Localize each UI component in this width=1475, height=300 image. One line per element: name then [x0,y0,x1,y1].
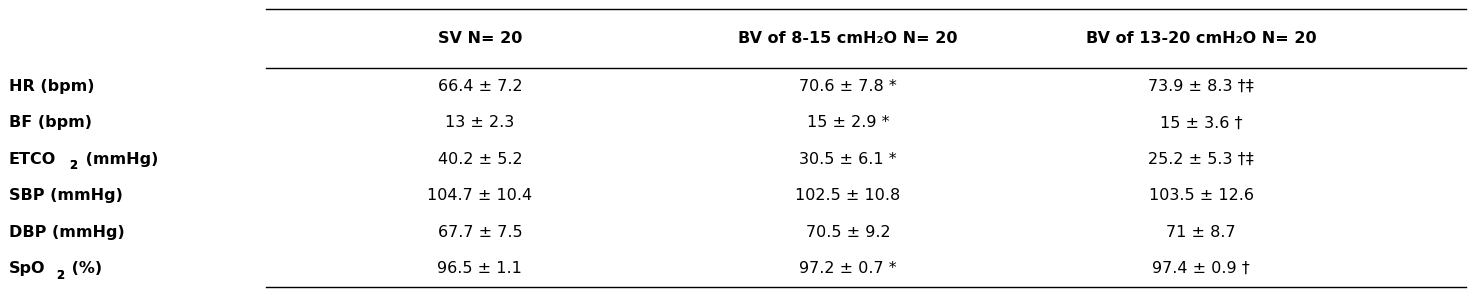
Text: 15 ± 2.9 *: 15 ± 2.9 * [807,116,889,130]
Text: SV N= 20: SV N= 20 [438,31,522,46]
Text: 67.7 ± 7.5: 67.7 ± 7.5 [438,225,522,240]
Text: 40.2 ± 5.2: 40.2 ± 5.2 [438,152,522,167]
Text: BV of 13-20 cmH₂O N= 20: BV of 13-20 cmH₂O N= 20 [1086,31,1317,46]
Text: 96.5 ± 1.1: 96.5 ± 1.1 [438,261,522,276]
Text: SpO: SpO [9,261,46,276]
Text: 97.2 ± 0.7 *: 97.2 ± 0.7 * [799,261,897,276]
Text: 25.2 ± 5.3 †‡: 25.2 ± 5.3 †‡ [1149,152,1254,167]
Text: 70.5 ± 9.2: 70.5 ± 9.2 [805,225,891,240]
Text: 103.5 ± 12.6: 103.5 ± 12.6 [1149,188,1254,203]
Text: 15 ± 3.6 †: 15 ± 3.6 † [1159,116,1242,130]
Text: ETCO: ETCO [9,152,56,167]
Text: SBP (mmHg): SBP (mmHg) [9,188,122,203]
Text: (%): (%) [66,261,102,276]
Text: 2: 2 [56,268,63,282]
Text: 70.6 ± 7.8 *: 70.6 ± 7.8 * [799,79,897,94]
Text: 13 ± 2.3: 13 ± 2.3 [445,116,515,130]
Text: BV of 8-15 cmH₂O N= 20: BV of 8-15 cmH₂O N= 20 [738,31,957,46]
Text: 104.7 ± 10.4: 104.7 ± 10.4 [428,188,532,203]
Text: DBP (mmHg): DBP (mmHg) [9,225,124,240]
Text: 66.4 ± 7.2: 66.4 ± 7.2 [438,79,522,94]
Text: 30.5 ± 6.1 *: 30.5 ± 6.1 * [799,152,897,167]
Text: 2: 2 [56,268,63,282]
Text: 97.4 ± 0.9 †: 97.4 ± 0.9 † [1152,261,1251,276]
Text: BF (bpm): BF (bpm) [9,116,91,130]
Text: 102.5 ± 10.8: 102.5 ± 10.8 [795,188,901,203]
Text: HR (bpm): HR (bpm) [9,79,94,94]
Text: 71 ± 8.7: 71 ± 8.7 [1167,225,1236,240]
Text: 2: 2 [69,159,78,172]
Text: 2: 2 [69,159,78,172]
Text: 73.9 ± 8.3 †‡: 73.9 ± 8.3 †‡ [1149,79,1254,94]
Text: (mmHg): (mmHg) [80,152,158,167]
